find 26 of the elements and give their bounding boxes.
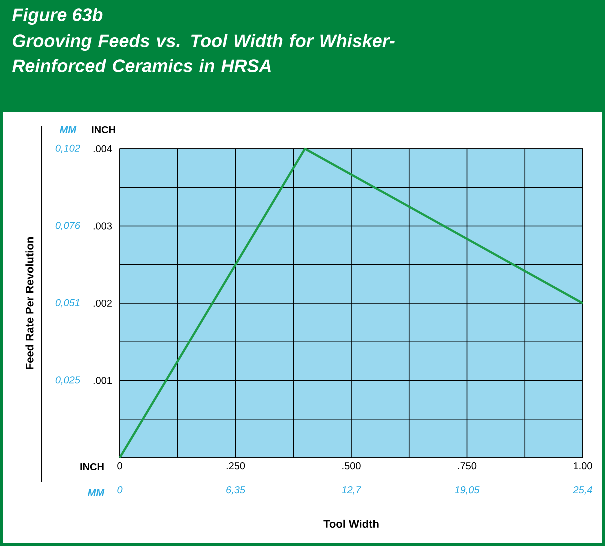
y-tick-label: 0,102 [56, 144, 80, 154]
chart-subtitle: Grooving Feeds vs. Tool Width for Whisker-Reinforced Ceramics in HRSA [12, 34, 395, 72]
y2-tick-label: .003 [94, 222, 112, 230]
text: INCH [92, 126, 116, 134]
x-tick-label: .250 [226, 462, 246, 470]
x2-tick-label: 6,35 [226, 486, 246, 495]
text: MM [60, 126, 77, 134]
y2-tick-label: .002 [94, 300, 112, 308]
y-tick-label: 0,025 [56, 376, 80, 385]
x2-tick-label: 0 [118, 486, 123, 494]
x-tick-label: .500 [342, 462, 361, 470]
y2-tick-label: .001 [94, 377, 112, 384]
y-tick-label: 0,051 [56, 299, 80, 308]
x-axis-title: Tool Width [324, 520, 379, 528]
x2-axis-title: MM [88, 490, 105, 496]
y2-tick-label: .004 [94, 145, 112, 153]
x2-tick-label: 25,4 [573, 486, 592, 495]
text: INCH [80, 463, 104, 471]
y-tick-label: 0,076 [56, 222, 80, 230]
y-axis-title: Feed Rate Per Revolution [26, 238, 34, 370]
x2-tick-label: 19,05 [455, 486, 480, 495]
chart-title: Figure 63b [12, 8, 103, 25]
x-tick-label: .750 [458, 462, 477, 470]
x2-tick-label: 12,7 [342, 486, 362, 495]
x-tick-label: 1.00 [574, 462, 592, 470]
x-tick-label: 0 [118, 462, 122, 470]
